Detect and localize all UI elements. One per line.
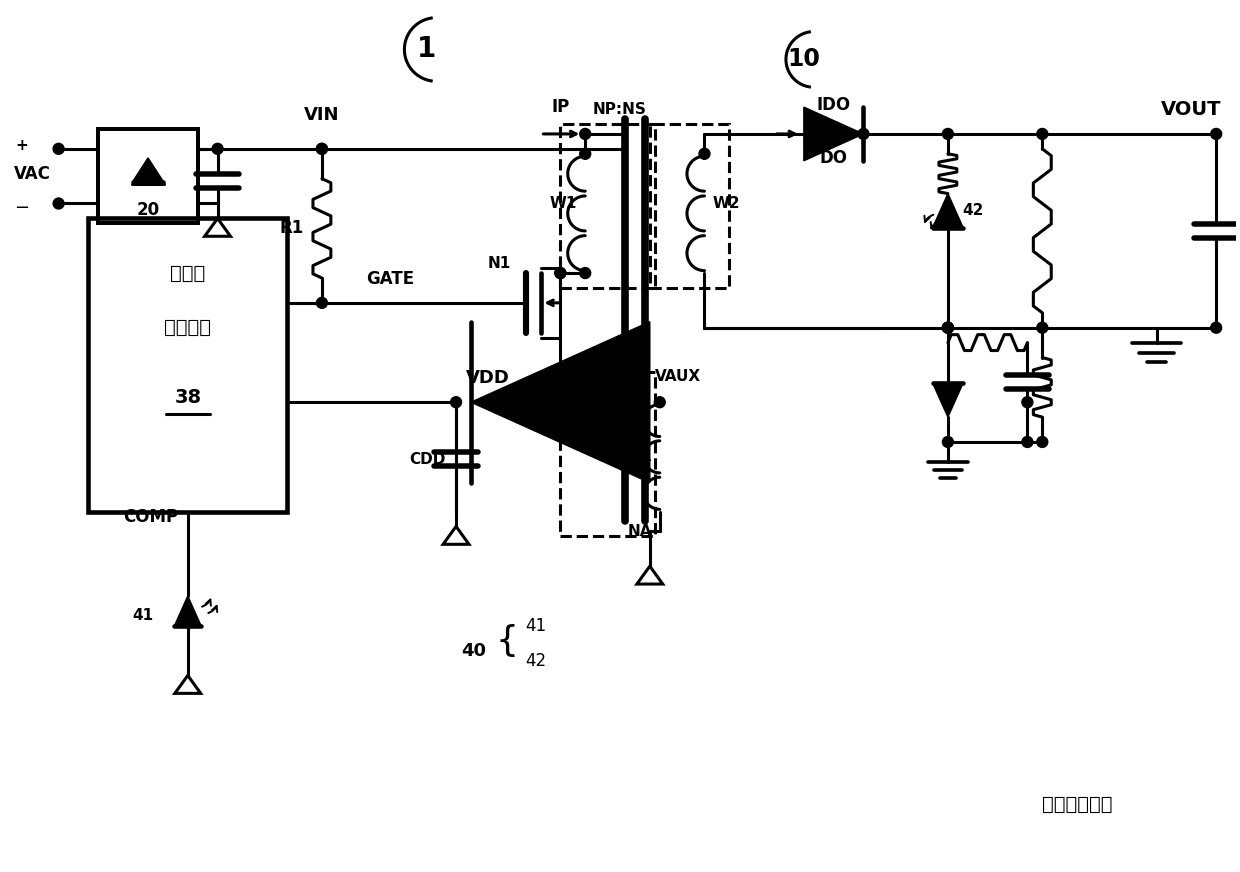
Text: NP:NS: NP:NS [593, 102, 647, 117]
Circle shape [1037, 437, 1048, 447]
Circle shape [655, 397, 665, 408]
Text: VAUX: VAUX [655, 370, 701, 385]
Circle shape [942, 323, 954, 333]
Text: VDD: VDD [466, 370, 510, 387]
Text: CDD: CDD [409, 452, 446, 467]
Bar [560, 372, 655, 536]
Circle shape [580, 128, 590, 140]
Text: WA: WA [624, 449, 652, 465]
Text: N1: N1 [487, 255, 511, 270]
Circle shape [580, 268, 590, 278]
Text: GATE: GATE [367, 270, 414, 288]
Circle shape [1037, 323, 1048, 333]
Polygon shape [175, 596, 201, 626]
Bar [88, 218, 288, 512]
Text: W1: W1 [549, 196, 578, 211]
Bar [560, 124, 655, 288]
Text: COMP: COMP [123, 508, 177, 527]
Text: 40: 40 [461, 642, 486, 659]
Polygon shape [932, 194, 963, 228]
Text: R1: R1 [280, 220, 304, 237]
Polygon shape [471, 322, 650, 483]
Polygon shape [133, 158, 164, 181]
Text: NA: NA [627, 524, 652, 539]
Text: 42: 42 [962, 203, 985, 219]
Text: 41: 41 [131, 609, 153, 623]
Circle shape [942, 437, 954, 447]
Circle shape [699, 148, 711, 160]
Circle shape [1022, 437, 1033, 447]
Text: 20: 20 [136, 201, 160, 220]
Circle shape [942, 323, 954, 333]
Text: 10: 10 [787, 47, 820, 72]
Circle shape [1210, 323, 1221, 333]
Text: 41: 41 [526, 617, 547, 635]
Text: DO: DO [820, 149, 848, 167]
Polygon shape [804, 107, 863, 160]
Text: 一次侧: 一次侧 [170, 263, 206, 283]
Text: VOUT: VOUT [1161, 100, 1221, 119]
Circle shape [556, 268, 565, 278]
Bar [98, 129, 197, 223]
Text: IDO: IDO [817, 96, 851, 114]
Text: W2: W2 [713, 196, 740, 211]
Circle shape [53, 143, 64, 154]
Text: {: { [496, 623, 518, 657]
Circle shape [580, 148, 590, 160]
Text: VIN: VIN [304, 106, 340, 124]
Circle shape [212, 143, 223, 154]
Circle shape [450, 397, 461, 408]
Text: −: − [15, 200, 30, 217]
Circle shape [316, 143, 327, 154]
Text: 38: 38 [174, 388, 201, 406]
Text: 1: 1 [417, 36, 436, 64]
Circle shape [316, 297, 327, 309]
Circle shape [1022, 397, 1033, 408]
Circle shape [942, 323, 954, 333]
Circle shape [1210, 128, 1221, 140]
Circle shape [53, 198, 64, 209]
Circle shape [556, 268, 565, 278]
Text: （现有技术）: （现有技术） [1042, 795, 1112, 814]
Text: +: + [15, 139, 29, 153]
Circle shape [942, 128, 954, 140]
Bar [650, 124, 729, 288]
Circle shape [316, 143, 327, 154]
Polygon shape [932, 383, 963, 417]
Circle shape [858, 128, 869, 140]
Text: 42: 42 [526, 651, 547, 670]
Text: VAC: VAC [14, 165, 51, 182]
Circle shape [1037, 128, 1048, 140]
Text: 控制电路: 控制电路 [164, 318, 211, 337]
Text: IP: IP [552, 98, 569, 116]
